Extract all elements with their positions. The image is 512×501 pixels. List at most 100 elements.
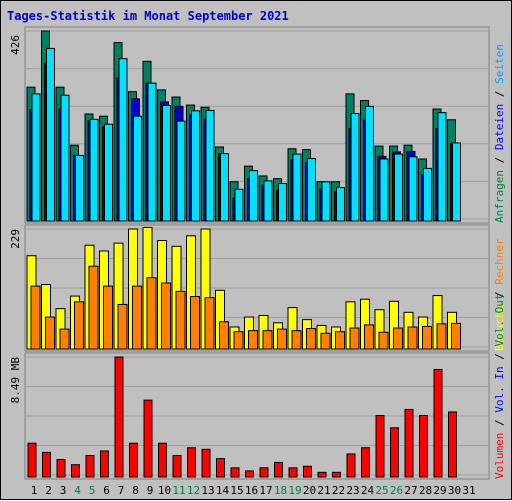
bar-seiten-day-8 <box>133 115 142 222</box>
x-tick-label-day-4: 4 <box>74 484 81 497</box>
x-tick-label-day-7: 7 <box>118 484 125 497</box>
bar-rechner-day-2 <box>45 316 55 350</box>
bar-volumen-day-21 <box>317 471 327 478</box>
bar-seiten-day-23 <box>350 113 360 222</box>
x-tick-label-day-9: 9 <box>147 484 154 497</box>
bar-volumen-day-7 <box>114 356 124 478</box>
right-legend-3: Volumen / Vol. In / Vol. Out <box>493 294 506 479</box>
bar-seiten-day-30 <box>452 142 461 222</box>
bar-seiten-day-6 <box>104 123 113 222</box>
x-tick-label-day-30: 30 <box>448 484 461 497</box>
x-tick-label-day-18: 18 <box>274 484 287 497</box>
bar-rechner-day-11 <box>175 290 186 350</box>
panel-frame-3 <box>24 352 490 480</box>
chart-title: Tages-Statistik im Monat September 2021 <box>7 9 289 23</box>
bar-rechner-day-17 <box>262 330 273 350</box>
bar-volumen-day-19 <box>288 467 298 478</box>
bar-rechner-day-1 <box>30 285 41 350</box>
bar-volumen-day-18 <box>274 461 283 478</box>
bar-volumen-day-30 <box>448 411 457 478</box>
bar-volumen-day-29 <box>433 368 443 478</box>
bar-rechner-day-7 <box>117 303 128 350</box>
x-tick-label-day-23: 23 <box>346 484 359 497</box>
bar-rechner-day-12 <box>190 296 200 350</box>
bar-rechner-day-6 <box>103 285 113 350</box>
bar-rechner-day-26 <box>393 327 403 350</box>
legend-vol-out: Vol. Out <box>493 294 506 347</box>
bar-rechner-day-27 <box>407 326 418 350</box>
legend-anfragen: Anfragen <box>493 170 506 223</box>
bar-seiten-day-25 <box>379 158 389 222</box>
bar-volumen-day-9 <box>143 399 153 478</box>
bar-rechner-day-28 <box>422 325 432 350</box>
bar-volumen-day-22 <box>332 471 341 478</box>
bar-rechner-day-3 <box>59 328 70 350</box>
x-tick-label-day-6: 6 <box>103 484 110 497</box>
y-max-label-visits: 229 <box>9 229 22 249</box>
bar-rechner-day-15 <box>233 331 244 350</box>
bar-seiten-day-5 <box>89 118 99 222</box>
bar-volumen-day-26 <box>390 427 399 478</box>
bar-rechner-day-20 <box>306 328 316 350</box>
bar-rechner-day-9 <box>146 277 157 350</box>
bar-rechner-day-10 <box>161 282 171 350</box>
bar-rechner-day-24 <box>364 324 374 350</box>
bar-rechner-day-29 <box>436 323 447 350</box>
right-legend-1: Anfragen / Dateien / Seiten <box>493 44 506 223</box>
x-tick-label-day-17: 17 <box>259 484 272 497</box>
bar-volumen-day-4 <box>71 464 80 478</box>
bar-volumen-day-2 <box>42 451 51 478</box>
bar-volumen-day-12 <box>187 447 196 478</box>
bar-rechner-day-22 <box>335 331 345 350</box>
bar-seiten-day-24 <box>365 105 374 222</box>
x-tick-label-day-28: 28 <box>419 484 432 497</box>
y-max-label-volume: 8.49 MB <box>9 357 22 404</box>
bar-rechner-day-8 <box>132 285 142 350</box>
bar-rechner-day-16 <box>248 330 258 350</box>
x-tick-label-day-16: 16 <box>245 484 258 497</box>
bar-seiten-day-16 <box>249 170 258 222</box>
bar-volumen-day-27 <box>404 408 414 478</box>
bar-volumen-day-17 <box>259 467 269 478</box>
bar-seiten-day-13 <box>205 109 215 222</box>
bar-seiten-day-1 <box>31 93 41 222</box>
x-tick-label-day-22: 22 <box>332 484 345 497</box>
x-tick-label-day-20: 20 <box>303 484 316 497</box>
bar-seiten-day-27 <box>408 156 418 222</box>
x-tick-label-day-21: 21 <box>317 484 330 497</box>
x-tick-label-day-13: 13 <box>201 484 214 497</box>
bar-seiten-day-26 <box>394 153 403 222</box>
bar-seiten-day-14 <box>220 153 229 222</box>
bar-rechner-day-30 <box>451 322 461 350</box>
panel-frame-1 <box>24 26 490 224</box>
bar-volumen-day-6 <box>100 450 109 478</box>
bar-seiten-day-22 <box>336 187 345 222</box>
bar-volumen-day-16 <box>245 470 254 478</box>
x-tick-label-day-31: 31 <box>462 484 475 497</box>
bar-volumen-day-11 <box>172 455 182 478</box>
right-legend-2: Besuche / Rechner <box>493 238 506 351</box>
bar-volumen-day-13 <box>201 448 211 478</box>
legend-separator: / <box>493 285 506 305</box>
panel-frame-2 <box>24 224 490 352</box>
bar-rechner-day-21 <box>320 332 331 350</box>
y-max-label-requests: 426 <box>9 35 22 55</box>
x-tick-label-day-2: 2 <box>45 484 52 497</box>
x-tick-label-day-24: 24 <box>361 484 375 497</box>
bar-rechner-day-23 <box>349 327 360 350</box>
x-tick-label-day-19: 19 <box>288 484 301 497</box>
bar-seiten-day-29 <box>437 112 447 222</box>
bar-seiten-day-4 <box>75 154 84 222</box>
x-tick-label-day-1: 1 <box>31 484 38 497</box>
x-tick-label-day-5: 5 <box>89 484 96 497</box>
legend-dateien: Dateien <box>493 104 506 150</box>
legend-volumen: Volumen <box>493 433 506 479</box>
x-tick-label-day-26: 26 <box>390 484 403 497</box>
bar-seiten-day-10 <box>162 104 171 222</box>
bar-volumen-day-8 <box>129 442 138 478</box>
bar-volumen-day-15 <box>230 467 240 478</box>
bar-rechner-day-14 <box>219 321 229 350</box>
bar-rechner-day-25 <box>378 331 389 350</box>
